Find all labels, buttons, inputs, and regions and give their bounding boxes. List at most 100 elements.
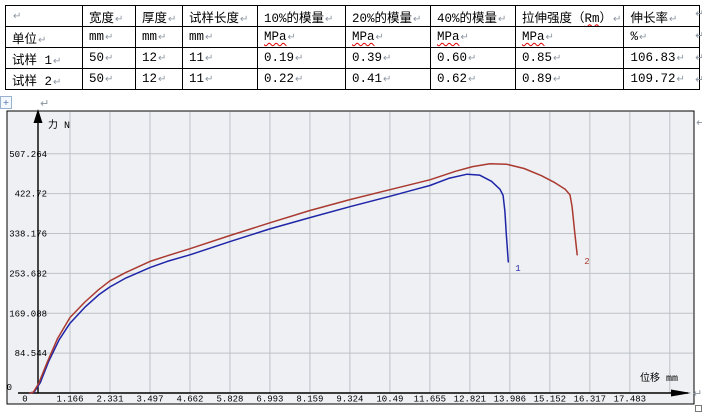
table-cell[interactable]: 109.72 ↵ — [623, 68, 701, 90]
end-of-cell-mark: ↵ — [468, 53, 477, 64]
table-cell[interactable]: 试样 2↵ — [5, 68, 83, 90]
table-cell[interactable]: 0.85↵ — [514, 47, 625, 69]
y-tick-label: 507.264 — [9, 150, 47, 160]
table-cell[interactable]: 试样 1↵ — [5, 47, 83, 69]
cell-text: 试样 2 — [12, 74, 53, 89]
end-of-cell-mark: ↵ — [158, 74, 167, 85]
results-table-body: ↵ 宽度↵ 厚度↵ 试样长度↵ 10%的模量↵ 20%的模量↵ 40%的模量↵ 拉伸强度（Rm… — [5, 5, 701, 90]
y-tick-label: 253.632 — [9, 269, 47, 279]
table-cell[interactable]: 伸长率↵ — [623, 5, 701, 27]
cell-text: 试样 1 — [12, 53, 53, 68]
end-of-cell-mark: ↵ — [460, 32, 469, 43]
row-end-mark: ↵ — [695, 29, 702, 42]
table-cell[interactable]: 106.83↵ — [623, 47, 701, 69]
end-of-cell-mark: ↵ — [168, 13, 177, 25]
cell-text: 11 — [189, 72, 205, 86]
cell-text: mm — [189, 30, 205, 44]
cell-text: 宽度 — [89, 11, 115, 26]
table-row: 单位↵ mm↵ mm↵ mm↵ MPa↵ MPa↵ MPa↵ MPa↵ %↵ — [5, 26, 701, 48]
table-cell[interactable]: 10%的模量↵ — [257, 5, 346, 27]
cell-text: 0.22 — [264, 72, 295, 86]
cell-text: mm — [142, 30, 158, 44]
cell-text: 50 — [89, 51, 105, 65]
cell-text: % — [630, 30, 638, 44]
paragraph-mark: ↵ — [693, 387, 702, 400]
end-of-cell-mark: ↵ — [468, 74, 477, 85]
x-tick-label: 6.993 — [256, 395, 283, 405]
row-end-mark: ↵ — [695, 73, 702, 86]
end-of-cell-mark: ↵ — [553, 74, 562, 85]
table-cell[interactable]: 0.62↵ — [430, 68, 516, 90]
cell-text: MPa — [352, 30, 375, 44]
cell-text: 20%的模量 — [352, 11, 413, 26]
table-cell[interactable]: MPa↵ — [430, 26, 516, 48]
end-of-cell-mark: ↵ — [545, 32, 554, 43]
y-tick-label: 0 — [7, 383, 12, 393]
table-cell[interactable]: mm↵ — [182, 26, 258, 48]
table-row: 试样 2↵ 50↵ 12↵ 11↵ 0.22↵ 0.41↵ 0.62↵ 0.89↵ 109.72… — [5, 68, 701, 90]
table-cell[interactable]: 0.39↵ — [345, 47, 431, 69]
table-row: 试样 1↵ 50↵ 12↵ 11↵ 0.19↵ 0.39↵ 0.60↵ 0.85↵ 106.83… — [5, 47, 701, 69]
end-of-cell-mark: ↵ — [105, 53, 114, 64]
series-label-1: 1 — [515, 264, 520, 274]
x-axis-arrow-icon — [671, 389, 691, 397]
x-axis-title: 位移 mm — [640, 371, 678, 385]
table-cell[interactable]: 0.41↵ — [345, 68, 431, 90]
table-cell[interactable]: 12↵ — [135, 47, 183, 69]
x-tick-label: 9.324 — [336, 395, 363, 405]
x-tick-label: 13.986 — [494, 395, 526, 405]
resize-handle[interactable] — [695, 405, 702, 412]
object-anchor-icon[interactable]: + — [0, 96, 12, 109]
end-of-cell-mark: ↵ — [53, 76, 62, 88]
cell-text: MPa — [522, 30, 545, 44]
cell-text: 伸长率 — [630, 11, 668, 26]
end-of-cell-mark: ↵ — [205, 32, 214, 43]
series-label-2: 2 — [584, 257, 589, 267]
table-cell[interactable]: 0.89↵ — [514, 68, 625, 90]
cell-text: 11 — [189, 51, 205, 65]
y-tick-label: 84.544 — [15, 349, 47, 359]
results-table[interactable]: ↵ 宽度↵ 厚度↵ 试样长度↵ 10%的模量↵ 20%的模量↵ 40%的模量↵ 拉伸强度（Rm… — [5, 5, 701, 90]
y-axis-title: 力 N — [48, 118, 70, 132]
cell-text: 109.72 — [630, 72, 676, 86]
table-cell[interactable]: 0.19↵ — [257, 47, 346, 69]
table-cell[interactable]: 11↵ — [182, 68, 258, 90]
y-tick-label: 169.088 — [9, 309, 47, 319]
end-of-cell-mark: ↵ — [498, 13, 507, 25]
cell-text: 12 — [142, 51, 158, 65]
x-tick-label: 11.655 — [414, 395, 446, 405]
cell-text: 40%的模量 — [437, 11, 498, 26]
cell-text: 106.83 — [630, 51, 676, 65]
end-of-cell-mark: ↵ — [668, 13, 678, 25]
x-tick-label: 3.497 — [136, 395, 163, 405]
end-of-cell-mark: ↵ — [383, 53, 392, 64]
end-of-cell-mark: ↵ — [295, 53, 304, 64]
table-cell[interactable]: 拉伸强度（Rm）↵ — [514, 5, 625, 27]
table-cell[interactable]: 厚度↵ — [135, 5, 183, 27]
end-of-cell-mark: ↵ — [413, 13, 422, 25]
cell-text: MPa — [437, 30, 460, 44]
x-tick-label: 1.166 — [56, 395, 83, 405]
cell-text: 0.41 — [352, 72, 383, 86]
end-of-cell-mark: ↵ — [105, 74, 114, 85]
end-of-cell-mark: ↵ — [115, 13, 124, 25]
cell-text: 0.89 — [522, 72, 553, 86]
cell-text: 0.62 — [437, 72, 468, 86]
table-cell[interactable]: MPa↵ — [257, 26, 346, 48]
table-row: ↵ 宽度↵ 厚度↵ 试样长度↵ 10%的模量↵ 20%的模量↵ 40%的模量↵ 拉伸强度（Rm… — [5, 5, 701, 27]
end-of-cell-mark: ↵ — [38, 34, 47, 46]
end-of-cell-mark: ↵ — [287, 32, 296, 43]
end-of-cell-mark: ↵ — [613, 13, 622, 25]
table-cell[interactable]: 0.22↵ — [257, 68, 346, 90]
end-of-cell-mark: ↵ — [295, 74, 304, 85]
cell-text: 单位 — [12, 32, 38, 47]
row-end-mark: ↵ — [695, 7, 702, 20]
cell-text: 12 — [142, 72, 158, 86]
x-tick-label: 15.152 — [534, 395, 566, 405]
paragraph-mark: ↵ — [40, 97, 50, 110]
cell-text: 0.19 — [264, 51, 295, 65]
table-cell[interactable]: 20%的模量↵ — [345, 5, 431, 27]
y-axis-arrow-icon — [33, 109, 43, 123]
table-cell[interactable]: mm↵ — [135, 26, 183, 48]
